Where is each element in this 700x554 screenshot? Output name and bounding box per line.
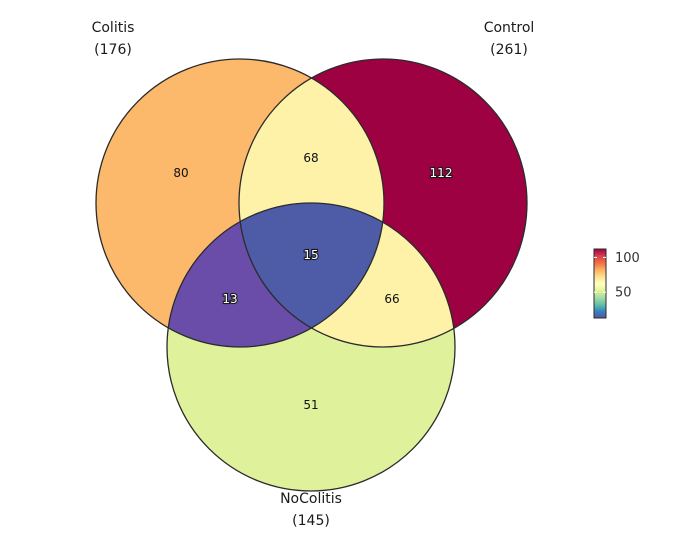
circle-outlines xyxy=(95,58,528,492)
count-all-three: 15 xyxy=(303,248,318,262)
count-colitis-only: 80 xyxy=(173,166,188,180)
count-control-nocolitis: 66 xyxy=(384,292,399,306)
color-scale-ticks: 100 50 xyxy=(594,251,640,301)
color-scale-legend: 100 50 xyxy=(593,248,640,319)
set-total-colitis: (176) xyxy=(94,42,132,58)
set-total-nocolitis: (145) xyxy=(292,513,330,529)
region-fills xyxy=(96,59,527,491)
set-labels: Colitis (176) Control (261) NoColitis (1… xyxy=(92,20,535,529)
circle-colitis xyxy=(95,58,385,348)
set-label-colitis: Colitis xyxy=(92,20,135,36)
color-scale-tick-label: 100 xyxy=(615,251,640,266)
count-control-only: 112 xyxy=(430,166,453,180)
region-counts: 80 68 112 15 13 66 51 xyxy=(173,151,453,412)
count-colitis-control: 68 xyxy=(303,151,318,165)
circle-nocolitis xyxy=(166,202,456,492)
set-label-control: Control xyxy=(484,20,535,36)
color-scale-tick-label: 50 xyxy=(615,286,632,301)
count-nocolitis-only: 51 xyxy=(303,398,318,412)
set-label-nocolitis: NoColitis xyxy=(280,491,342,507)
circle-control xyxy=(238,58,528,348)
color-scale-bar xyxy=(593,248,607,319)
region-control-nocolitis xyxy=(239,203,455,347)
count-colitis-nocolitis: 13 xyxy=(222,292,237,306)
set-total-control: (261) xyxy=(490,42,528,58)
